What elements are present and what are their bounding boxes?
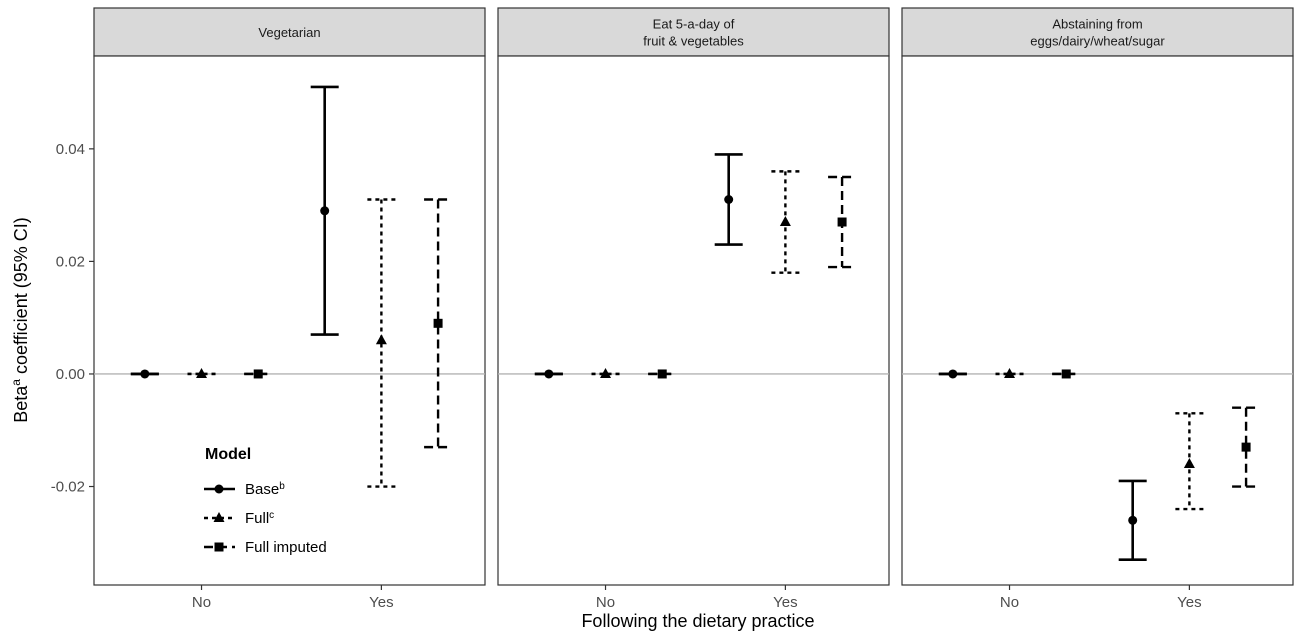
errorbar-full — [771, 170, 800, 274]
marker-triangle — [196, 367, 208, 378]
errorbar-full — [591, 367, 620, 378]
marker-triangle — [1004, 367, 1016, 378]
y-tick-label: 0.02 — [56, 253, 85, 270]
legend-label-text: Base — [245, 481, 279, 498]
panel-plot-area — [901, 55, 1294, 586]
errorbar-full-imputed — [424, 198, 453, 449]
legend-label: Baseb — [245, 481, 285, 499]
errorbar-full — [187, 367, 216, 378]
errorbar-base — [938, 369, 967, 379]
x-tick-label: Yes — [1177, 594, 1201, 611]
marker-circle — [214, 484, 224, 494]
panel-strip-title: eggs/dairy/wheat/sugar — [1030, 34, 1165, 49]
marker-triangle — [1183, 458, 1195, 469]
errorbar-full-imputed — [648, 369, 677, 379]
marker-square — [657, 369, 667, 379]
panel-plot-area — [93, 55, 486, 586]
y-tick-label: -0.02 — [51, 479, 85, 496]
y-tick-label: 0.00 — [56, 366, 85, 383]
panel: Eat 5-a-day of fruit & vegetables No Yes — [497, 7, 890, 611]
errorbar-full-imputed — [244, 369, 273, 379]
legend: Model Baseb Fullc Full imputed — [204, 446, 327, 556]
marker-square — [1061, 369, 1071, 379]
panel: Vegetarian No Yes — [93, 7, 486, 611]
y-axis-title-rest: coefficient (95% CI) — [11, 217, 31, 379]
x-tick-label: Yes — [773, 594, 797, 611]
panel-strip-title: fruit & vegetables — [643, 34, 744, 49]
errorbar-full-imputed — [828, 175, 857, 269]
errorbar-full-imputed — [1052, 369, 1081, 379]
marker-circle — [724, 195, 734, 205]
legend-key — [204, 484, 235, 494]
panel-strip-title: Abstaining from — [1052, 17, 1142, 32]
marker-square — [433, 318, 443, 328]
x-tick-label: No — [596, 594, 615, 611]
marker-circle — [544, 369, 554, 379]
panel-plot-area — [497, 55, 890, 586]
y-axis-title: Betaa coefficient (95% CI) — [9, 217, 31, 422]
errorbar-base — [310, 85, 339, 336]
panel-strip — [93, 7, 486, 57]
marker-square — [214, 542, 224, 552]
errorbar-base — [534, 369, 563, 379]
marker-circle — [320, 206, 330, 216]
errorbar-base — [1118, 479, 1147, 561]
legend-key — [204, 542, 235, 552]
errorbar-full — [367, 198, 396, 488]
legend-label: Full imputed — [245, 539, 327, 556]
marker-circle — [140, 369, 150, 379]
x-tick-label: Yes — [369, 594, 393, 611]
marker-square — [837, 217, 847, 227]
y-axis-title-main: Beta — [11, 385, 31, 423]
marker-triangle — [213, 512, 225, 522]
errorbar-full-imputed — [1232, 406, 1261, 488]
x-tick-label: No — [192, 594, 211, 611]
legend-label: Fullc — [245, 510, 274, 528]
y-axis: -0.02 0.00 0.02 0.04 — [51, 141, 94, 496]
marker-circle — [948, 369, 958, 379]
marker-triangle — [779, 216, 791, 227]
legend-label-text: Full imputed — [245, 539, 327, 556]
legend-label-sup: c — [269, 510, 274, 521]
errorbar-full — [995, 367, 1024, 378]
marker-triangle — [600, 367, 612, 378]
panels: Vegetarian No Yes Eat 5-a-day of fruit & veg… — [93, 7, 1294, 611]
panel-strip-title: Vegetarian — [258, 25, 320, 40]
legend-label-text: Full — [245, 510, 269, 527]
errorbar-full — [1175, 412, 1204, 511]
marker-square — [253, 369, 263, 379]
x-tick-label: No — [1000, 594, 1019, 611]
panel-strip-title: Eat 5-a-day of — [653, 17, 735, 32]
legend-key — [204, 512, 235, 522]
y-tick-label: 0.04 — [56, 141, 85, 158]
panel-strip — [901, 7, 1294, 57]
panel-strip — [497, 7, 890, 57]
marker-triangle — [375, 334, 387, 345]
x-axis-title: Following the dietary practice — [581, 611, 814, 631]
marker-circle — [1128, 515, 1138, 525]
errorbar-base — [714, 153, 743, 246]
legend-label-sup: b — [279, 481, 285, 492]
marker-square — [1241, 442, 1251, 452]
legend-title: Model — [205, 446, 251, 463]
y-axis-title-sup: a — [9, 379, 23, 386]
errorbar-base — [130, 369, 159, 379]
panel: Abstaining from eggs/dairy/wheat/sugar No Y… — [901, 7, 1294, 611]
